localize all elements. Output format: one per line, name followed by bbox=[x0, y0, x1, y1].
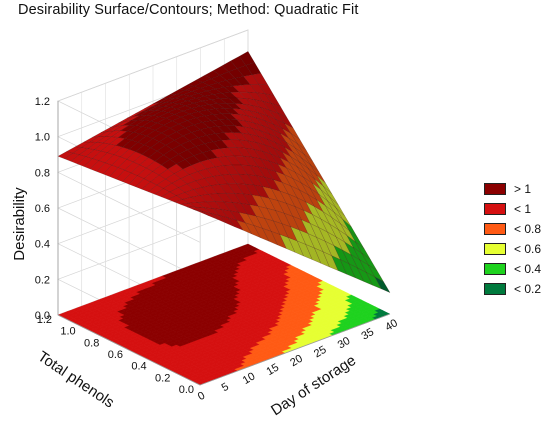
z-tick-label: 0.0 bbox=[35, 310, 50, 322]
legend-item: < 0.4 bbox=[484, 260, 550, 278]
x-tick-label: 40 bbox=[383, 317, 400, 334]
legend-item: < 1 bbox=[484, 200, 550, 218]
z-tick-label: 1.2 bbox=[35, 96, 50, 108]
desirability-surface bbox=[57, 51, 391, 293]
z-tick-label: 0.2 bbox=[35, 274, 50, 286]
legend-swatch bbox=[484, 183, 506, 195]
z-tick-label: 1.0 bbox=[35, 132, 50, 144]
x-tick-label: 25 bbox=[312, 344, 329, 361]
legend-label: < 0.2 bbox=[514, 282, 542, 296]
legend-item: < 0.2 bbox=[484, 280, 550, 298]
z-axis-label: Desirability bbox=[11, 187, 28, 261]
legend-label: > 1 bbox=[514, 182, 532, 196]
axis-ticks: 0.00.20.40.60.81.01.20.00.20.40.60.81.01… bbox=[35, 96, 400, 403]
legend-item: > 1 bbox=[484, 180, 550, 198]
x-tick-label: 10 bbox=[241, 370, 258, 387]
x-tick-label: 0 bbox=[196, 390, 207, 403]
legend: > 1 < 1 < 0.8 < 0.6 < 0.4 < 0.2 bbox=[484, 180, 550, 300]
legend-label: < 0.4 bbox=[514, 262, 542, 276]
axis-line-y bbox=[57, 314, 201, 386]
legend-swatch bbox=[484, 203, 506, 215]
plot-box-front bbox=[57, 101, 391, 386]
z-tick-label: 0.6 bbox=[35, 203, 50, 215]
surface-cell bbox=[374, 276, 391, 293]
x-tick-label: 5 bbox=[220, 381, 231, 394]
legend-label: < 0.6 bbox=[514, 242, 542, 256]
x-tick-label: 20 bbox=[288, 353, 305, 370]
legend-swatch bbox=[484, 263, 506, 275]
z-tick-label: 0.4 bbox=[35, 239, 50, 251]
x-tick-label: 35 bbox=[359, 326, 376, 343]
legend-swatch bbox=[484, 223, 506, 235]
legend-swatch bbox=[484, 243, 506, 255]
legend-item: < 0.6 bbox=[484, 240, 550, 258]
y-tick-label: 0.0 bbox=[179, 384, 194, 396]
surface-plot: 0.00.20.40.60.81.01.20.00.20.40.60.81.01… bbox=[35, 29, 400, 403]
y-tick-label: 1.0 bbox=[60, 326, 75, 338]
legend-label: < 0.8 bbox=[514, 222, 542, 236]
chart-title: Desirability Surface/Contours; Method: Q… bbox=[18, 2, 359, 18]
y-tick-label: 1.2 bbox=[37, 314, 52, 326]
contour-floor bbox=[57, 243, 391, 386]
y-tick-label: 0.8 bbox=[84, 337, 99, 349]
z-tick-label: 0.8 bbox=[35, 167, 50, 179]
contour-cell bbox=[242, 243, 253, 248]
legend-label: < 1 bbox=[514, 202, 532, 216]
y-tick-label: 0.6 bbox=[108, 349, 123, 361]
axis-line-x bbox=[199, 313, 391, 386]
x-tick-label: 15 bbox=[264, 362, 281, 379]
x-tick-label: 30 bbox=[336, 335, 353, 352]
legend-swatch bbox=[484, 283, 506, 295]
legend-item: < 0.8 bbox=[484, 220, 550, 238]
y-tick-label: 0.4 bbox=[131, 361, 146, 373]
y-tick-label: 0.2 bbox=[155, 372, 170, 384]
